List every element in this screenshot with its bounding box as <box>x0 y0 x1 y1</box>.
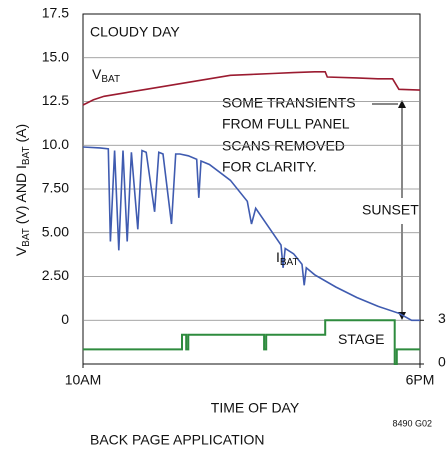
footer: BACK PAGE APPLICATION <box>90 432 265 448</box>
y-tick-label: 10.0 <box>42 136 69 152</box>
series-label: IBAT <box>276 249 299 268</box>
annotation: FOR CLARITY. <box>222 159 317 175</box>
y-tick-label: 17.5 <box>42 5 69 21</box>
y-axis-label: VBAT (V) AND IBAT (A) <box>13 124 32 256</box>
y2-tick-label: 3 <box>438 310 446 326</box>
y-tick-label: 2.50 <box>42 267 69 283</box>
series-line <box>82 146 420 322</box>
annotation: SUNSET <box>362 202 419 218</box>
chart-title: CLOUDY DAY <box>90 24 180 40</box>
y-tick-label: 15.0 <box>42 48 69 64</box>
annotation: FROM FULL PANEL <box>222 116 350 132</box>
series-label: VBAT <box>92 66 120 85</box>
x-axis-label: TIME OF DAY <box>211 400 300 416</box>
figure-code: 8490 G02 <box>392 418 432 428</box>
x-tick-label: 10AM <box>65 372 102 388</box>
series-label: STAGE <box>338 331 384 347</box>
x-tick-label: 6PM <box>406 372 435 388</box>
y-tick-label: 5.00 <box>42 223 69 239</box>
series-line <box>83 319 420 365</box>
y-tick-label: 0 <box>61 311 69 327</box>
y-tick-label: 12.5 <box>42 92 69 108</box>
y2-tick-label: 0 <box>438 354 446 370</box>
y-tick-label: 7.50 <box>42 180 69 196</box>
annotation: SCANS REMOVED <box>222 138 345 154</box>
annotation: SOME TRANSIENTS <box>222 95 356 111</box>
series-line <box>82 71 421 106</box>
